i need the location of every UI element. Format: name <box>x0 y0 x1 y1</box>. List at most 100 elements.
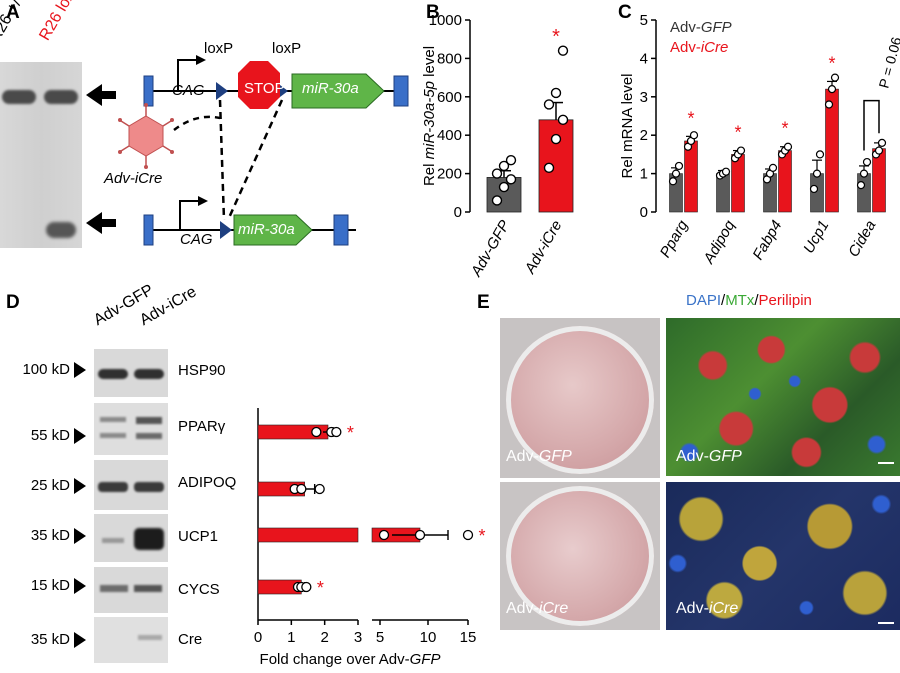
x-tick-label: Adv-iCre <box>521 218 565 278</box>
dish-photo-icre <box>500 482 660 630</box>
marker-35kd: 35 kD <box>30 527 70 544</box>
y-axis-label: Rel miR-30a-5p level <box>421 46 438 186</box>
protein-cre: Cre <box>178 631 203 648</box>
dish-label-icre: Adv-iCre <box>506 600 569 617</box>
data-point <box>557 114 569 126</box>
y-tick-label: 3 <box>640 89 648 106</box>
legend-icre: Adv-iCre <box>670 39 728 56</box>
data-point <box>331 426 342 438</box>
data-point <box>505 174 517 185</box>
data-point <box>812 169 822 178</box>
dish-photo-gfp <box>500 318 660 478</box>
y-axis-label: Rel mRNA level <box>619 73 636 178</box>
stain-perilipin: Perilipin <box>758 292 812 309</box>
band-arrow-top <box>86 84 116 106</box>
y-tick-label: 200 <box>437 166 462 183</box>
data-point <box>830 73 840 82</box>
data-point <box>557 45 569 56</box>
panel-letter-b: B <box>426 2 440 23</box>
protein-adipoq: ADIPOQ <box>178 474 237 491</box>
x-tick-label: Pparg <box>657 217 692 261</box>
stain-mtx: MTx <box>725 292 755 309</box>
significance-star: * <box>734 123 741 143</box>
y-tick-label: 600 <box>437 89 462 106</box>
x-axis-label: Fold change over Adv-GFP <box>260 651 441 668</box>
bar <box>778 150 792 213</box>
blot-band <box>44 90 78 104</box>
significance-star: * <box>317 578 324 598</box>
stop-label: STOP <box>244 80 285 97</box>
stain-legend: DAPI/MTx/Perilipin <box>686 292 812 309</box>
construct-diagram <box>118 55 409 246</box>
bar <box>538 119 574 213</box>
bar <box>257 527 359 543</box>
panel-letter-a: A <box>6 2 20 23</box>
marker-arrow <box>74 428 86 444</box>
data-point <box>543 99 555 110</box>
marker-arrow <box>74 478 86 494</box>
protein-cycs: CYCS <box>178 581 220 598</box>
protein-hsp90: HSP90 <box>178 362 226 379</box>
data-point <box>314 483 325 495</box>
y-tick-label: 0 <box>454 204 462 221</box>
significance-star: * <box>687 108 694 128</box>
data-point <box>874 146 884 155</box>
loxp-label-1: loxP <box>204 40 234 57</box>
data-point <box>311 426 322 438</box>
data-point <box>809 184 819 194</box>
data-point <box>862 157 872 167</box>
marker-25kd: 25 kD <box>30 477 70 494</box>
y-tick-label: 1 <box>640 166 648 183</box>
stain-sep: / <box>754 292 759 309</box>
y-tick-label: 400 <box>437 127 462 144</box>
x-tick-label: Fabp4 <box>749 218 785 263</box>
data-point <box>498 181 510 193</box>
marker-35kd-cre: 35 kD <box>30 631 70 648</box>
mir-label-top: miR-30a <box>302 80 359 97</box>
y-tick-label: 0 <box>640 204 648 221</box>
mir-label-bottom: miR-30a <box>238 221 295 238</box>
marker-arrow <box>74 632 86 648</box>
micrograph-label-gfp: Adv-GFP <box>676 448 742 465</box>
stain-sep: / <box>721 292 726 309</box>
blot-band <box>46 222 76 238</box>
loxp-label-2: loxP <box>272 40 302 57</box>
data-point <box>296 483 307 495</box>
data-point <box>671 169 681 178</box>
data-point <box>721 167 731 176</box>
data-point <box>301 581 312 593</box>
legend-gfp: Adv-GFP <box>670 19 732 36</box>
scale-bar <box>878 462 894 464</box>
data-point <box>414 529 426 541</box>
significance-bracket <box>863 99 880 151</box>
data-point <box>859 169 869 178</box>
bar <box>810 173 824 213</box>
micrograph-gfp <box>666 318 900 476</box>
marker-15kd: 15 kD <box>30 577 70 594</box>
data-point <box>815 150 825 159</box>
x-tick-label: Cidea <box>845 218 879 260</box>
data-point <box>827 85 837 94</box>
data-point <box>491 168 503 179</box>
chart-c: 0 1 2 3 4 5 Rel mRNA level Adv-GFP Adv-iCre Pparg… <box>619 12 900 267</box>
x-tick-label: 10 <box>420 629 437 646</box>
x-tick-label: 2 <box>320 629 328 646</box>
significance-star: * <box>828 53 835 73</box>
southern-blot <box>0 62 82 248</box>
y-tick-label: 4 <box>640 50 648 67</box>
bar <box>684 140 698 213</box>
blot-cre <box>94 617 168 663</box>
lane-label-wt: R26 +/+ <box>0 0 30 46</box>
p-value-label: P = 0.06 <box>875 35 900 90</box>
data-point <box>505 154 517 166</box>
y-tick-label: 2 <box>640 127 648 144</box>
data-point <box>689 131 699 140</box>
band-arrow-bottom <box>86 212 116 234</box>
blot-ucp1 <box>94 514 168 562</box>
stain-dapi: DAPI <box>686 292 722 309</box>
data-point <box>856 181 866 190</box>
bar <box>731 154 745 213</box>
chart-b: 0 200 400 600 800 1000 Rel miR-30a-5p level Adv… <box>421 12 574 280</box>
data-point <box>550 133 562 145</box>
dish-label-gfp: Adv-GFP <box>506 448 572 465</box>
